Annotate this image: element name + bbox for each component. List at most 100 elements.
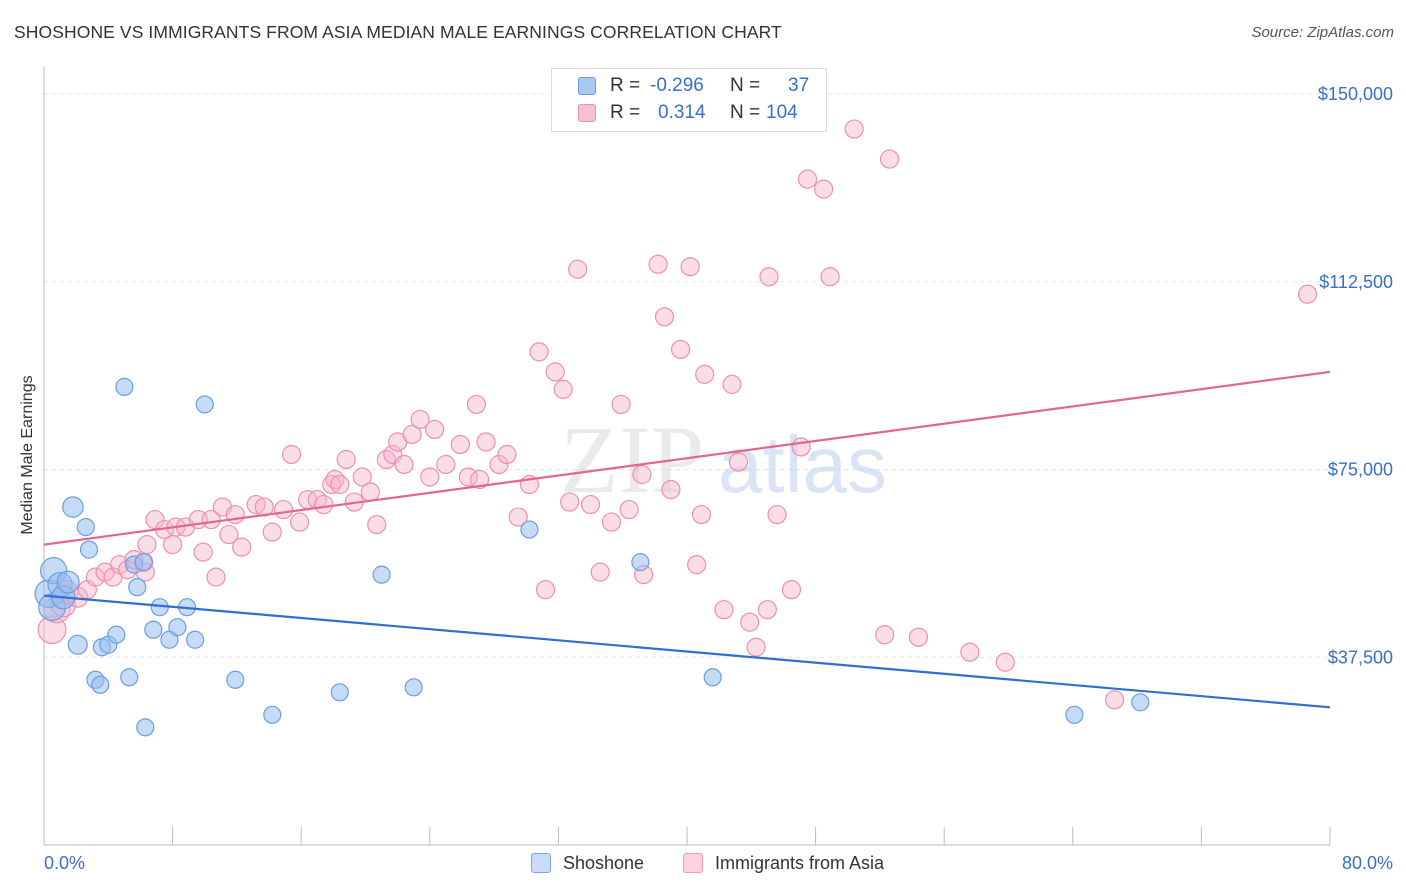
asia-point — [879, 149, 900, 169]
legend-r-label: R = — [610, 75, 641, 96]
shoshone-point — [67, 634, 88, 655]
shoshone-point — [330, 683, 349, 702]
bottom-legend-label-shoshone: Shoshone — [563, 853, 645, 873]
asia-point — [695, 364, 715, 384]
asia-point — [206, 567, 226, 587]
asia-point — [995, 652, 1015, 672]
asia-point — [489, 454, 509, 475]
asia-point — [746, 637, 766, 657]
tick-labels: $37,500 $75,000 $112,500 $150,000 0.0% 80.0% — [44, 84, 1393, 873]
asia-point — [844, 119, 864, 139]
axes — [43, 66, 1331, 846]
asia-point — [376, 449, 396, 470]
asia-point — [960, 642, 980, 662]
asia-point — [580, 494, 601, 515]
asia-point — [759, 267, 779, 287]
asia-point — [425, 419, 445, 440]
shoshone-point — [144, 620, 163, 639]
asia-point — [219, 524, 239, 545]
legend-swatch-shoshone — [578, 77, 596, 95]
legend-n-value: 37 — [788, 75, 810, 96]
shoshone-point — [195, 395, 214, 414]
shoshone-trend-line — [43, 594, 1331, 709]
asia-point — [728, 452, 749, 472]
asia-point — [402, 424, 422, 445]
asia-point — [262, 522, 282, 542]
asia-point — [611, 394, 631, 415]
asia-point — [394, 454, 414, 475]
asia-point — [601, 512, 622, 532]
shoshone-point — [372, 565, 391, 584]
bottom-legend-label-asia: Immigrants from Asia — [715, 853, 885, 873]
asia-point — [336, 449, 356, 470]
shoshone-point — [115, 377, 134, 396]
asia-point — [1297, 284, 1318, 304]
asia-point — [163, 534, 183, 555]
shoshone-point — [76, 517, 95, 537]
asia-point — [740, 612, 760, 632]
asia-point — [722, 374, 742, 394]
legend-r-label: R = — [610, 102, 641, 123]
shoshone-point — [631, 553, 650, 572]
shoshone-point — [134, 553, 153, 572]
watermark: ZIP atlas — [560, 406, 887, 513]
bottom-legend-swatch-shoshone — [531, 853, 551, 873]
asia-point — [458, 467, 478, 487]
asia-point — [661, 479, 681, 500]
shoshone-point — [107, 625, 126, 644]
asia-point — [590, 562, 610, 582]
asia-point — [436, 454, 456, 475]
shoshone-point — [91, 675, 110, 694]
shoshone-point — [186, 630, 205, 649]
asia-point — [450, 434, 470, 455]
shoshone-point — [226, 670, 245, 689]
asia-point — [281, 444, 302, 465]
asia-point — [289, 512, 310, 532]
stats-legend: R = -0.296 N = 37 R = 0.314 N = 104 — [551, 68, 827, 132]
y-tick-label: $75,000 — [1328, 460, 1393, 480]
asia-point — [814, 179, 834, 199]
legend-n-label: N = — [730, 75, 761, 96]
asia-point — [273, 499, 294, 520]
asia-point — [767, 504, 787, 525]
x-tick-label: 0.0% — [44, 853, 85, 873]
asia-point — [545, 362, 565, 382]
shoshone-point — [703, 668, 722, 687]
source-credit: Source: ZipAtlas.com — [1251, 24, 1394, 41]
y-tick-label: $150,000 — [1318, 84, 1393, 104]
y-tick-label: $112,500 — [1319, 272, 1393, 292]
asia-point — [648, 254, 668, 274]
asia-point — [560, 492, 580, 512]
x-tick-label: 80.0% — [1342, 853, 1393, 873]
asia-point — [201, 509, 221, 530]
asia-point — [330, 474, 350, 495]
asia-point — [654, 307, 675, 327]
asia-point — [687, 555, 707, 575]
asia-point — [553, 379, 573, 399]
asia-point — [470, 469, 490, 490]
asia-point — [410, 409, 430, 430]
legend-r-value: 0.314 — [658, 102, 706, 123]
shoshone-point — [56, 570, 80, 594]
asia-point — [420, 467, 440, 487]
shoshone-point — [136, 718, 155, 737]
asia-point — [137, 534, 157, 555]
asia-point — [535, 580, 556, 600]
asia-point — [797, 169, 818, 189]
shoshone-point — [1131, 693, 1150, 712]
shoshone-point — [404, 678, 423, 697]
shoshone-point — [263, 705, 282, 724]
asia-point — [193, 542, 213, 562]
asia-point — [246, 494, 266, 515]
asia-point — [476, 432, 496, 452]
asia-point — [680, 257, 700, 277]
legend-n-value: 104 — [766, 102, 798, 123]
legend-row-shoshone: R = -0.296 N = 37 — [552, 73, 826, 99]
asia-point — [781, 580, 802, 600]
asia-point — [352, 467, 372, 487]
chart-title: SHOSHONE VS IMMIGRANTS FROM ASIA MEDIAN … — [14, 22, 782, 42]
asia-point — [529, 342, 549, 362]
shoshone-point — [128, 578, 147, 597]
asia-point — [757, 600, 777, 620]
grid-lines — [44, 93, 1395, 658]
